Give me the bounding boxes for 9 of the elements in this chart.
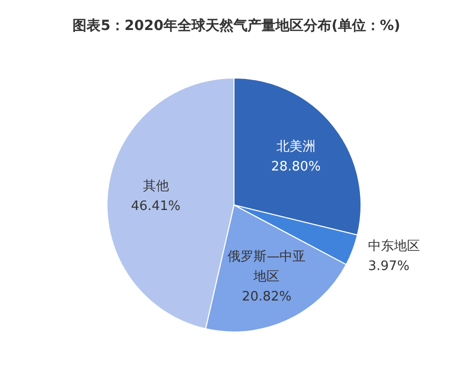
data-label: 28.80%	[271, 159, 321, 174]
slice-label: 其他	[142, 179, 169, 194]
slice-label: 中东地区	[368, 239, 420, 254]
data-label: 20.82%	[242, 290, 292, 305]
slice-label: 俄罗斯—中亚地区	[228, 250, 306, 285]
data-label: 3.97%	[368, 259, 410, 274]
chart-title: 图表5：2020年全球天然气产量地区分布(单位：%)	[72, 17, 400, 34]
slice-label: 北美洲	[276, 138, 316, 154]
data-label: 46.41%	[130, 199, 181, 214]
